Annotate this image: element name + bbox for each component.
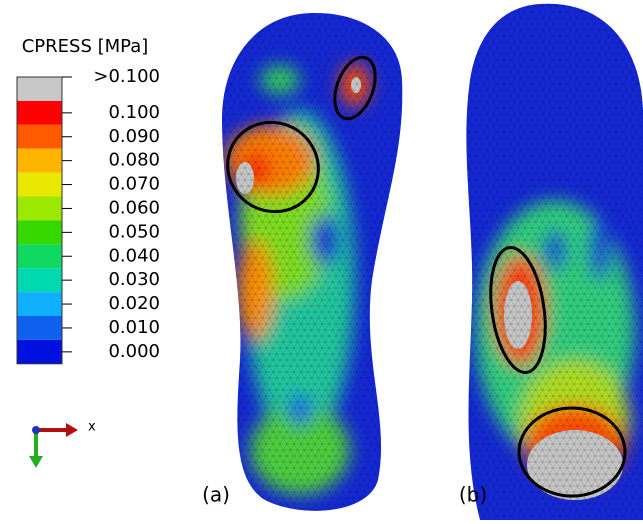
legend-swatch xyxy=(17,173,62,197)
legend-swatch xyxy=(17,316,62,340)
legend-label: 0.040 xyxy=(108,245,160,266)
legend-label: 0.020 xyxy=(108,293,160,314)
legend-swatch xyxy=(17,268,62,292)
legend-label: 0.070 xyxy=(108,174,160,195)
legend-label: 0.080 xyxy=(108,150,160,171)
legend-label: 0.060 xyxy=(108,197,160,218)
legend-swatch xyxy=(17,101,62,125)
figure: CPRESS [MPa] >0.1000.1000.0900.0800.0700… xyxy=(0,0,643,524)
legend-label: 0.090 xyxy=(108,126,160,147)
x-arrowhead xyxy=(66,423,78,437)
legend-swatch xyxy=(17,125,62,149)
legend-swatch xyxy=(17,340,62,364)
legend-label: 0.030 xyxy=(108,269,160,290)
legend-label: >0.100 xyxy=(93,66,160,87)
insole-b xyxy=(450,0,643,524)
axis-label: x xyxy=(88,420,96,435)
panel-label: (b) xyxy=(459,483,487,507)
legend-swatch xyxy=(17,220,62,244)
legend-title: CPRESS [MPa] xyxy=(22,36,149,57)
insole-a xyxy=(200,0,420,524)
axis-triad: x xyxy=(29,420,96,469)
panel-label: (a) xyxy=(202,483,230,507)
legend-swatch xyxy=(17,197,62,221)
legend-swatch xyxy=(17,292,62,316)
legend-label: 0.100 xyxy=(108,102,160,123)
legend-label: 0.010 xyxy=(108,317,160,338)
legend-swatch xyxy=(17,77,62,101)
y-arrowhead xyxy=(29,456,43,468)
z-axis xyxy=(32,426,40,434)
legend-label: 0.050 xyxy=(108,221,160,242)
legend-swatch xyxy=(17,244,62,268)
legend-swatch xyxy=(17,149,62,173)
legend-label: 0.000 xyxy=(108,341,160,362)
